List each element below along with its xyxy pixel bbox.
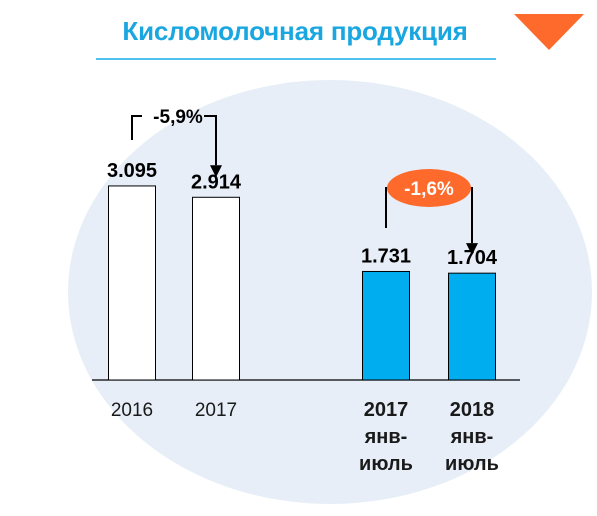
change-label-0: -5,9% [153, 107, 203, 128]
value-label-2: 1.731 [361, 245, 411, 267]
bar-2 [362, 270, 410, 381]
change-pill [387, 169, 471, 207]
tick-label-0-0: 2016 [111, 400, 153, 421]
bar-0 [108, 185, 156, 381]
value-label-0: 3.095 [107, 160, 157, 182]
down-arrow-icon [210, 165, 222, 178]
value-label-1: 2.914 [191, 171, 242, 193]
tick-label-3-2: июль [445, 453, 499, 475]
tick-label-2-2: июль [359, 453, 413, 475]
change-bracket-right [204, 115, 217, 166]
chart-title: Кисломолочная продукция [122, 16, 468, 46]
change-annotation-0: -5,9% [131, 107, 222, 178]
change-label-1: -1,6% [404, 179, 454, 200]
value-label-3: 1.704 [447, 247, 498, 269]
tick-label-3-1: янв- [450, 426, 494, 448]
change-annotation-1: -1,6% [385, 169, 478, 256]
tick-label-3-0: 2018 [450, 399, 495, 421]
bar-3 [448, 272, 496, 381]
tick-label-1-0: 2017 [195, 400, 237, 421]
tick-label-2-1: янв- [364, 426, 408, 448]
down-arrow-icon [466, 243, 478, 256]
title-underline [96, 58, 496, 60]
corner-triangle-icon [514, 14, 584, 50]
bar-1 [192, 196, 240, 381]
change-bracket-left [131, 115, 142, 140]
tick-label-2-0: 2017 [364, 399, 409, 421]
